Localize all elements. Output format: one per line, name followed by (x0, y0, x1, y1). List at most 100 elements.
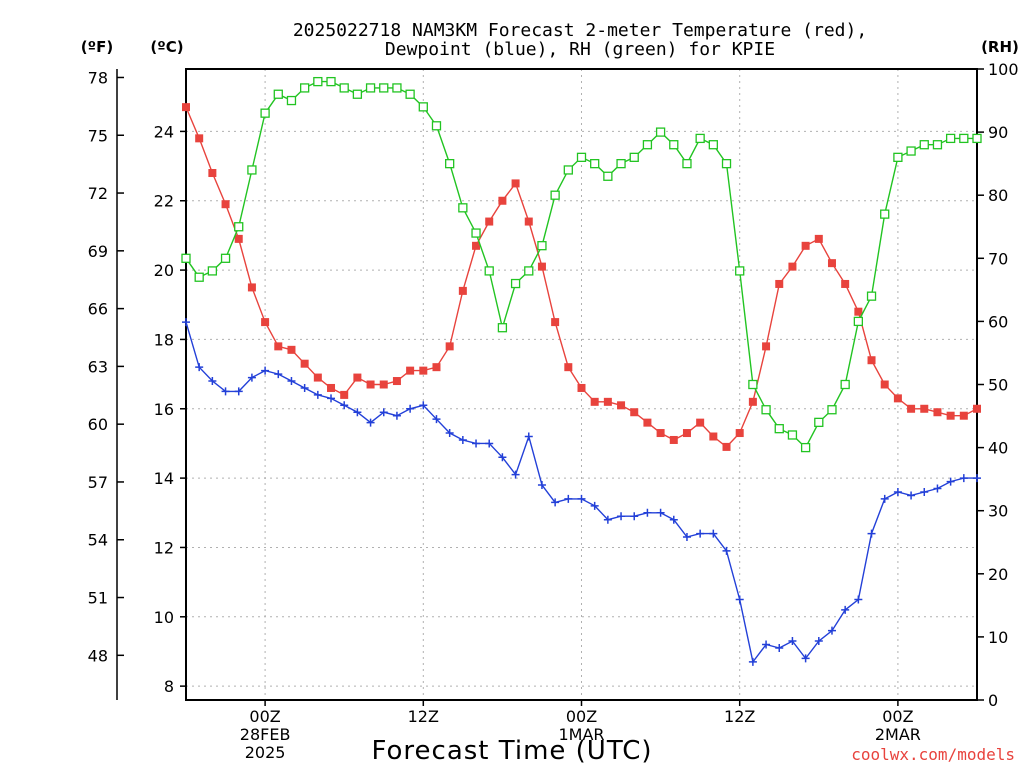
rh-tick-label: 40 (988, 439, 1008, 458)
temperature-point (406, 366, 415, 375)
temperature-point (498, 196, 507, 205)
rh-point (431, 121, 442, 131)
dewpoint-point (287, 377, 296, 386)
rh-point (313, 76, 323, 87)
celsius-tick-label: 24 (154, 122, 174, 141)
rh-point (959, 133, 969, 144)
temperature-point (537, 262, 546, 271)
dewpoint-point (379, 408, 388, 417)
rh-tick-label: 10 (988, 628, 1008, 647)
rh-tick-label: 20 (988, 565, 1008, 584)
dewpoint-point (524, 432, 533, 441)
dewpoint-point (656, 508, 665, 517)
dewpoint-point (907, 491, 916, 500)
dewpoint-point (893, 487, 902, 496)
rh-point (484, 266, 494, 276)
temperature-point (564, 363, 573, 372)
fahrenheit-tick-label: 57 (88, 473, 108, 492)
rh-point (299, 83, 310, 93)
temperature-point (353, 373, 362, 382)
rh-point (590, 158, 600, 169)
dewpoint-point (300, 383, 309, 392)
celsius-tick-label: 12 (154, 538, 174, 557)
dewpoint-point (234, 387, 243, 396)
dewpoint-point (261, 366, 270, 375)
rh-point (379, 83, 389, 93)
temperature-point (696, 418, 705, 427)
dewpoint-point (933, 484, 942, 493)
dewpoint-point (498, 453, 507, 462)
dewpoint-point (590, 501, 599, 510)
temperature-point (709, 432, 718, 441)
celsius-tick-label: 10 (154, 608, 174, 627)
rh-point (471, 228, 481, 238)
temperature-point (603, 397, 612, 406)
rh-point (906, 146, 916, 156)
dewpoint-point (537, 481, 546, 490)
rh-point (972, 133, 982, 144)
rh-point (524, 266, 534, 276)
dewpoint-point (630, 512, 639, 521)
temperature-point (788, 262, 797, 271)
dewpoint-point (340, 401, 349, 410)
celsius-tick-label: 20 (154, 261, 174, 280)
dewpoint-point (748, 657, 757, 666)
rh-point (761, 405, 771, 415)
dewpoint-point (485, 439, 494, 448)
temperature-point (208, 169, 217, 178)
x-tick-label: 28FEB (240, 725, 291, 744)
temperature-point (735, 429, 744, 438)
rh-point (194, 272, 204, 282)
dewpoint-point (814, 637, 823, 646)
temperature-point (182, 103, 190, 112)
temperature-point (379, 380, 388, 389)
temperature-point (287, 345, 296, 354)
temperature-point (617, 401, 626, 410)
temperature-point (748, 397, 757, 406)
dewpoint-point (722, 546, 731, 555)
rh-point (576, 152, 587, 162)
temperature-point (432, 363, 441, 372)
rh-point (326, 76, 336, 87)
fahrenheit-tick-label: 63 (88, 357, 108, 376)
dewpoint-point (827, 626, 836, 635)
rh-point (932, 140, 943, 150)
dewpoint-point (419, 401, 428, 410)
chart-title-line-2: Dewpoint (blue), RH (green) for KPIE (385, 39, 775, 60)
fahrenheit-tick-label: 54 (88, 531, 108, 550)
temperature-point (261, 318, 270, 327)
celsius-tick-label: 8 (164, 677, 174, 696)
dewpoint-point (709, 529, 718, 538)
temperature-point (920, 404, 929, 413)
temperature-point (392, 377, 401, 386)
dewpoint-point (458, 435, 467, 444)
temperature-point (274, 342, 283, 351)
temperature-point (313, 373, 322, 382)
rh-point (735, 266, 745, 276)
rh-tick-label: 60 (988, 312, 1008, 331)
dewpoint-point (445, 429, 454, 438)
fahrenheit-tick-label: 75 (88, 126, 108, 145)
temperature-point (669, 435, 678, 444)
dewpoint-point (551, 498, 560, 507)
rh-point (537, 241, 547, 251)
dewpoint-point (406, 404, 415, 413)
x-tick-label: 2MAR (875, 725, 921, 744)
rh-point (339, 83, 349, 93)
dewpoint-point (775, 643, 784, 652)
temperature-point (195, 134, 204, 143)
rh-point (721, 158, 732, 169)
dewpoint-point (617, 512, 626, 521)
dewpoint-point (327, 394, 336, 403)
x-tick-label: 00Z (249, 707, 280, 726)
rh-tick-label: 0 (988, 691, 998, 710)
temperature-point (801, 241, 810, 250)
temperature-point (762, 342, 771, 351)
dewpoint-point (880, 494, 889, 503)
temperature-point (551, 318, 560, 327)
dewpoint-point (643, 508, 652, 517)
rh-point (893, 152, 903, 162)
celsius-unit-label: (ºC) (150, 38, 183, 56)
dewpoint-point (577, 494, 586, 503)
temperature-point (524, 217, 533, 226)
